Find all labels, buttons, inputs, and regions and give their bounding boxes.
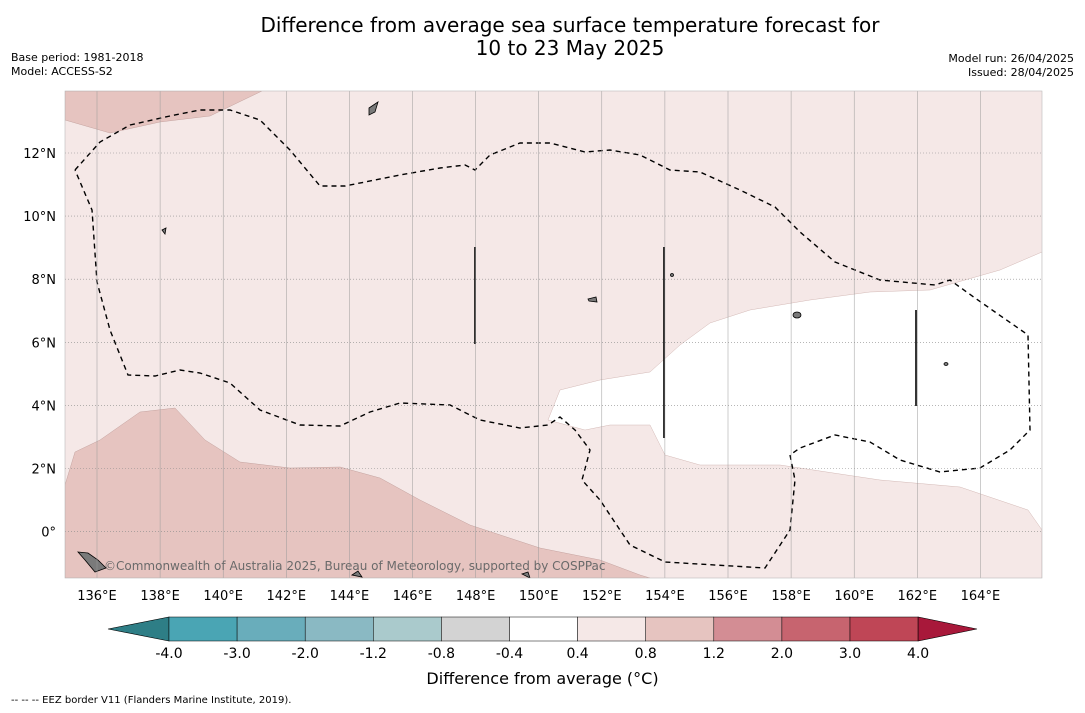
colorbar-title: Difference from average (°C) (426, 669, 659, 688)
lon-label: 150°E (519, 589, 559, 604)
gridlines (65, 91, 1042, 578)
anomaly-0.8-1.2-south (65, 407, 651, 578)
lat-label: 12°N (23, 147, 56, 162)
colorbar-tick: 3.0 (839, 646, 861, 662)
colorbar-tick: 4.0 (907, 646, 929, 662)
lat-label: 4°N (32, 399, 57, 414)
colorbar-tick: -2.0 (292, 646, 319, 662)
colorbar-segment (509, 616, 578, 642)
lat-label: 2°N (32, 463, 57, 478)
colorbar-segment (373, 616, 442, 642)
colorbar-tick: -4.0 (155, 646, 182, 662)
latitude-labels: 12°N 10°N 8°N 6°N 4°N 2°N 0° (23, 147, 56, 541)
colorbar-segment (577, 616, 646, 642)
island (587, 296, 598, 303)
lon-label: 148°E (456, 589, 496, 604)
lon-label: 146°E (393, 589, 433, 604)
colorbar-extend-high (917, 616, 978, 642)
colorbar-segment (645, 616, 715, 642)
lat-label: 10°N (23, 210, 56, 225)
lat-label: 0° (41, 526, 56, 541)
lat-label: 8°N (32, 273, 57, 288)
island (520, 571, 531, 578)
lon-label: 154°E (645, 589, 685, 604)
base-period: Base period: 1981-2018 (11, 51, 144, 64)
lon-label: 160°E (834, 589, 874, 604)
colorbar-tick-labels: -4.0 -3.0 -2.0 -1.2 -0.8 -0.4 0.4 0.8 1.2 2.0 3.0 4… (155, 646, 929, 662)
colorbar-segment (236, 616, 306, 642)
colorbar-tick: 0.4 (566, 646, 588, 662)
lon-label: 156°E (708, 589, 748, 604)
lon-label: 136°E (77, 589, 117, 604)
colorbar-tick: -3.0 (223, 646, 250, 662)
lon-label: 152°E (582, 589, 622, 604)
map-area: ©Commonwealth of Australia 2025, Bureau … (65, 91, 1042, 578)
lon-label: 138°E (140, 589, 180, 604)
colorbar-tick: 1.2 (703, 646, 725, 662)
meta-left: Base period: 1981-2018 Model: ACCESS-S2 (11, 51, 143, 79)
island (943, 362, 949, 366)
lon-label: 142°E (267, 589, 307, 604)
meta-right: Model run: 26/04/2025 Issued: 28/04/2025 (948, 52, 1074, 80)
eez-legend-note: -- -- -- EEZ border V11 (Flanders Marine… (11, 695, 292, 706)
colorbar-tick: -0.8 (428, 646, 455, 662)
colorbar-segment (168, 616, 238, 642)
colorbar-segment (781, 616, 851, 642)
lat-label: 6°N (32, 336, 57, 351)
model-name: Model: ACCESS-S2 (11, 65, 113, 78)
colorbar-tick: -1.2 (360, 646, 387, 662)
neutral-anomaly-region (547, 251, 1042, 578)
island (368, 101, 379, 116)
title-line-1: Difference from average sea surface temp… (260, 13, 880, 37)
colorbar-extend-low (107, 616, 170, 642)
colorbar-segment (304, 616, 374, 642)
title-line-2: 10 to 23 May 2025 (475, 36, 665, 60)
colorbar-segment (713, 616, 783, 642)
lon-label: 140°E (203, 589, 243, 604)
issued-date: Issued: 28/04/2025 (967, 66, 1074, 79)
island (350, 570, 363, 578)
colorbar-tick: 0.8 (635, 646, 657, 662)
colorbar (107, 616, 978, 642)
lon-label: 144°E (330, 589, 370, 604)
map-frame (64, 90, 1043, 579)
colorbar-segment (441, 616, 510, 642)
longitude-labels: 136°E 138°E 140°E 142°E 144°E 146°E 148°E 150°E… (77, 589, 1000, 604)
map-title: Difference from average sea surface temp… (0, 14, 1085, 60)
island (161, 227, 167, 235)
lon-label: 158°E (771, 589, 811, 604)
colorbar-tick: -0.4 (496, 646, 523, 662)
island (77, 551, 107, 573)
eez-border-north (74, 109, 1031, 569)
lon-label: 164°E (961, 589, 1001, 604)
colorbar-tick: 2.0 (771, 646, 793, 662)
lon-label: 162°E (898, 589, 938, 604)
islands (77, 101, 949, 578)
attribution: ©Commonwealth of Australia 2025, Bureau … (104, 559, 606, 573)
model-run: Model run: 26/04/2025 (948, 52, 1074, 65)
island (670, 273, 674, 277)
island (792, 311, 802, 319)
colorbar-segment (849, 616, 919, 642)
